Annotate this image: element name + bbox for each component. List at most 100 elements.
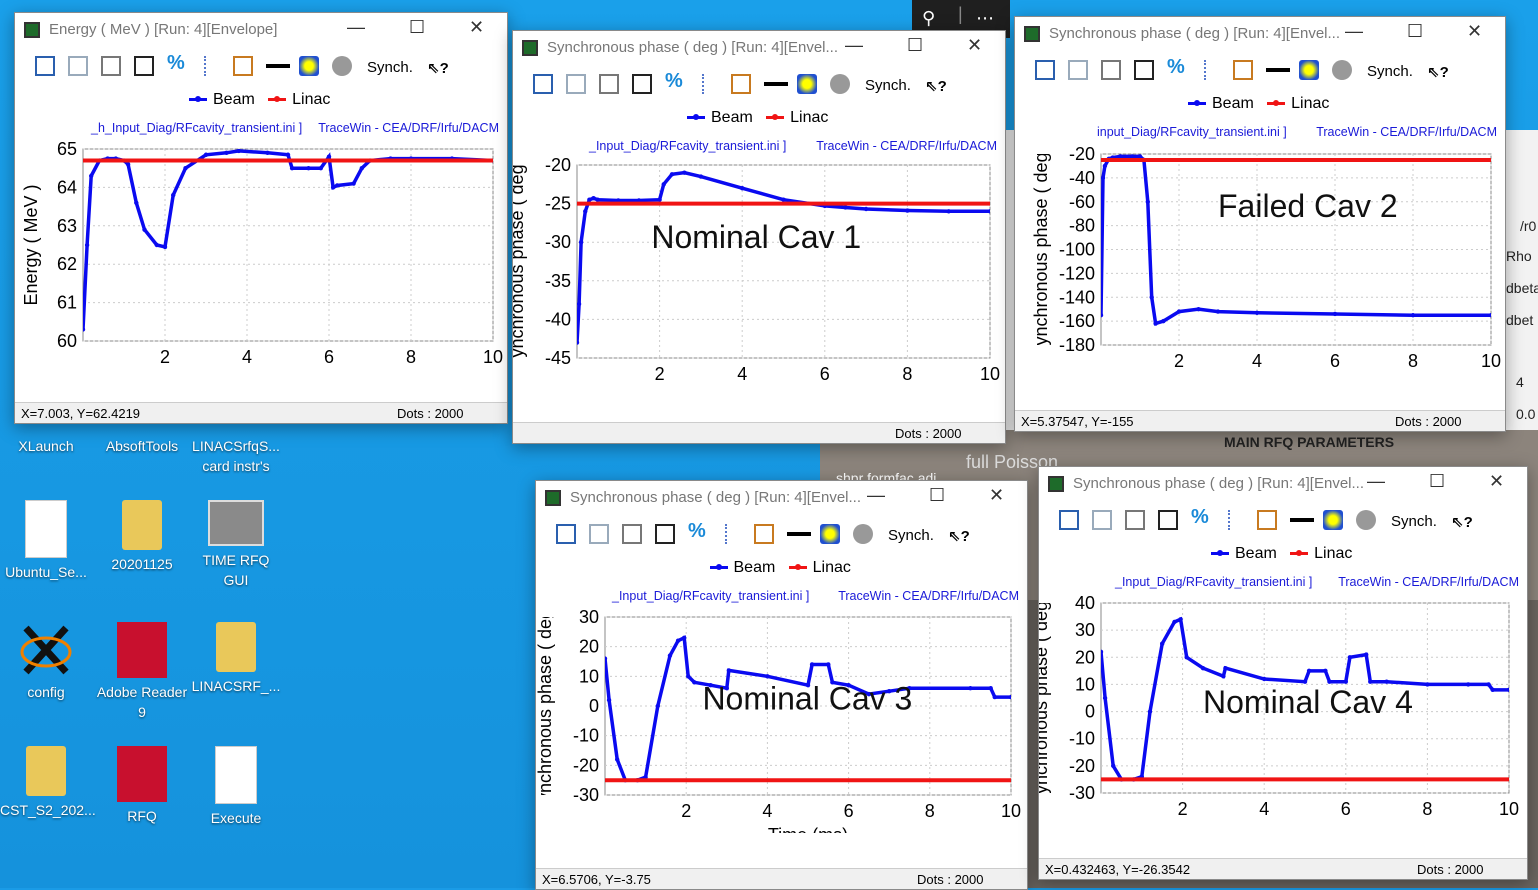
save-icon[interactable] bbox=[533, 74, 553, 94]
plot-window-energy[interactable]: Energy ( MeV ) [Run: 4][Envelope] — ☐ ✕% Syn… bbox=[14, 12, 508, 424]
ruler-icon[interactable] bbox=[698, 74, 704, 94]
settings-icon[interactable] bbox=[1233, 60, 1253, 80]
plot-window-cav4[interactable]: Synchronous phase ( deg ) [Run: 4][Envel… bbox=[1038, 466, 1528, 880]
ruler-icon[interactable] bbox=[1224, 510, 1230, 530]
list-icon[interactable] bbox=[134, 56, 154, 76]
circle-icon[interactable] bbox=[1323, 510, 1343, 530]
record-icon[interactable] bbox=[830, 74, 850, 94]
plot-window-cav1[interactable]: Synchronous phase ( deg ) [Run: 4][Envel… bbox=[512, 30, 1006, 444]
plot-window-cav2[interactable]: Synchronous phase ( deg ) [Run: 4][Envel… bbox=[1014, 16, 1506, 432]
settings-icon[interactable] bbox=[731, 74, 751, 94]
chart-plot[interactable]: 246810606162636465Time (ms)Energy ( MeV … bbox=[15, 13, 507, 367]
close-button[interactable]: ✕ bbox=[967, 35, 983, 55]
print-icon[interactable] bbox=[1125, 510, 1145, 530]
zoom-in-icon[interactable]: ⚲ bbox=[922, 8, 936, 28]
copy-icon[interactable] bbox=[1092, 510, 1112, 530]
point-icon[interactable] bbox=[764, 82, 788, 86]
save-icon[interactable] bbox=[1035, 60, 1055, 80]
title-bar[interactable]: Synchronous phase ( deg ) [Run: 4][Envel… bbox=[536, 481, 1027, 515]
print-icon[interactable] bbox=[1101, 60, 1121, 80]
close-button[interactable]: ✕ bbox=[469, 17, 485, 37]
list-icon[interactable] bbox=[632, 74, 652, 94]
ruler-icon[interactable] bbox=[200, 56, 206, 76]
more-icon[interactable]: ⋯ bbox=[976, 8, 994, 28]
desktop-icon[interactable]: TIME RFQ GUI bbox=[190, 500, 282, 590]
close-button[interactable]: ✕ bbox=[1489, 471, 1505, 491]
desktop-icon[interactable]: 20201125 bbox=[96, 500, 188, 574]
save-icon[interactable] bbox=[556, 524, 576, 544]
settings-icon[interactable] bbox=[1257, 510, 1277, 530]
save-icon[interactable] bbox=[1059, 510, 1079, 530]
maximize-button[interactable]: ☐ bbox=[1407, 21, 1424, 41]
desktop-icon[interactable]: AbsoftTools bbox=[96, 412, 188, 456]
title-bar[interactable]: Energy ( MeV ) [Run: 4][Envelope] — ☐ ✕ bbox=[15, 13, 507, 47]
print-icon[interactable] bbox=[101, 56, 121, 76]
desktop-icon[interactable]: Execute bbox=[190, 746, 282, 828]
circle-icon[interactable] bbox=[797, 74, 817, 94]
percent-icon[interactable]: % bbox=[688, 520, 706, 542]
plot-window-cav3[interactable]: Synchronous phase ( deg ) [Run: 4][Envel… bbox=[535, 480, 1028, 890]
desktop-icon[interactable]: LINACSRF_... bbox=[190, 622, 282, 696]
title-bar[interactable]: Synchronous phase ( deg ) [Run: 4][Envel… bbox=[513, 31, 1005, 65]
synch-button[interactable]: Synch. bbox=[367, 59, 413, 76]
maximize-button[interactable]: ☐ bbox=[409, 17, 426, 37]
point-icon[interactable] bbox=[787, 532, 811, 536]
desktop-icon[interactable]: Adobe Reader 9 bbox=[96, 622, 188, 722]
copy-icon[interactable] bbox=[589, 524, 609, 544]
synch-button[interactable]: Synch. bbox=[1367, 63, 1413, 80]
record-icon[interactable] bbox=[1332, 60, 1352, 80]
help-cursor-icon[interactable]: ⇖? bbox=[948, 528, 970, 545]
help-cursor-icon[interactable]: ⇖? bbox=[1451, 514, 1473, 531]
title-bar[interactable]: Synchronous phase ( deg ) [Run: 4][Envel… bbox=[1039, 467, 1527, 501]
desktop-icon[interactable]: CST_S2_202... bbox=[0, 746, 96, 820]
synch-button[interactable]: Synch. bbox=[865, 77, 911, 94]
percent-icon[interactable]: % bbox=[1167, 56, 1185, 78]
percent-icon[interactable]: % bbox=[167, 52, 185, 74]
settings-icon[interactable] bbox=[233, 56, 253, 76]
desktop-icon[interactable]: RFQ bbox=[96, 746, 188, 826]
percent-icon[interactable]: % bbox=[1191, 506, 1209, 528]
close-button[interactable]: ✕ bbox=[989, 485, 1005, 505]
record-icon[interactable] bbox=[853, 524, 873, 544]
desktop-icon[interactable]: XLaunch bbox=[0, 412, 92, 456]
synch-button[interactable]: Synch. bbox=[1391, 513, 1437, 530]
title-bar[interactable]: Synchronous phase ( deg ) [Run: 4][Envel… bbox=[1015, 17, 1505, 51]
point-icon[interactable] bbox=[1290, 518, 1314, 522]
maximize-button[interactable]: ☐ bbox=[1429, 471, 1446, 491]
print-icon[interactable] bbox=[599, 74, 619, 94]
close-button[interactable]: ✕ bbox=[1467, 21, 1483, 41]
ruler-icon[interactable] bbox=[721, 524, 727, 544]
circle-icon[interactable] bbox=[820, 524, 840, 544]
copy-icon[interactable] bbox=[68, 56, 88, 76]
record-icon[interactable] bbox=[1356, 510, 1376, 530]
list-icon[interactable] bbox=[1158, 510, 1178, 530]
settings-icon[interactable] bbox=[754, 524, 774, 544]
help-cursor-icon[interactable]: ⇖? bbox=[925, 78, 947, 95]
chart-plot[interactable]: 2 4 6 8 10 30 20 10 0 -10 -20 -30 Time (ms) Synchrono… bbox=[536, 481, 1027, 833]
save-icon[interactable] bbox=[35, 56, 55, 76]
desktop-icon[interactable]: LINACSrfqS... card instr's bbox=[190, 412, 282, 476]
copy-icon[interactable] bbox=[566, 74, 586, 94]
desktop-icon[interactable]: config bbox=[0, 622, 92, 702]
list-icon[interactable] bbox=[655, 524, 675, 544]
percent-icon[interactable]: % bbox=[665, 70, 683, 92]
print-icon[interactable] bbox=[622, 524, 642, 544]
desktop-icon[interactable]: Ubuntu_Se... bbox=[0, 500, 92, 582]
circle-icon[interactable] bbox=[299, 56, 319, 76]
chart-plot[interactable]: 246810-20-40-60-80-100-120-140-160-180Ti… bbox=[1015, 17, 1505, 375]
maximize-button[interactable]: ☐ bbox=[929, 485, 946, 505]
synch-button[interactable]: Synch. bbox=[888, 527, 934, 544]
circle-icon[interactable] bbox=[1299, 60, 1319, 80]
ruler-icon[interactable] bbox=[1200, 60, 1206, 80]
point-icon[interactable] bbox=[266, 64, 290, 68]
copy-icon[interactable] bbox=[1068, 60, 1088, 80]
help-cursor-icon[interactable]: ⇖? bbox=[427, 60, 449, 77]
point-icon[interactable] bbox=[1266, 68, 1290, 72]
y-tick-label: -30 bbox=[545, 232, 571, 252]
record-icon[interactable] bbox=[332, 56, 352, 76]
help-cursor-icon[interactable]: ⇖? bbox=[1427, 64, 1449, 81]
maximize-button[interactable]: ☐ bbox=[907, 35, 924, 55]
list-icon[interactable] bbox=[1134, 60, 1154, 80]
